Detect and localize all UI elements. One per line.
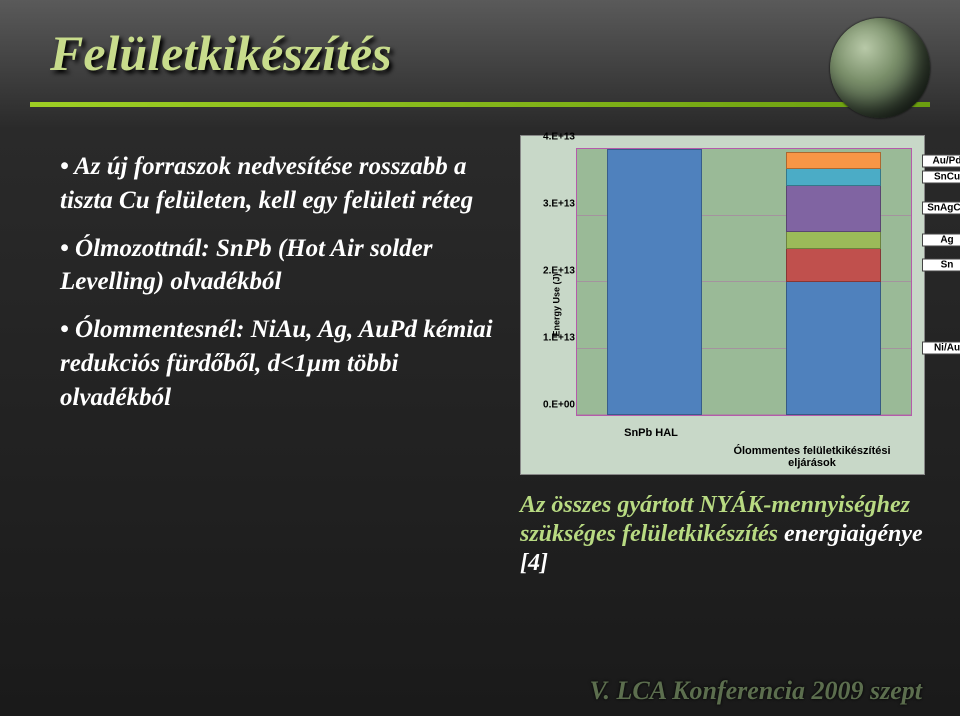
segment-label: Ni/Au — [922, 342, 960, 355]
stack-segment: Ni/Au — [786, 282, 881, 415]
stack-segment: Sn — [786, 249, 881, 282]
stack-segment: SnAgCu — [786, 186, 881, 233]
bullet-item: Ólmozottnál: SnPb (Hot Air solder Levell… — [60, 232, 510, 300]
chart-caption: Az összes gyártott NYÁK-mennyiséghez szü… — [520, 491, 925, 577]
segment-label: Au/Pd — [922, 154, 960, 167]
page-title: Felületkikészítés — [50, 24, 392, 82]
chart-plot-area: Ni/AuSnAgSnAgCuSnCuAu/Pd — [576, 148, 912, 416]
chart-x-cat2: Ólommentes felületkikészítési eljárások — [712, 445, 912, 469]
chart-y-ticks: 0.E+001.E+132.E+133.E+134.E+13 — [543, 148, 577, 416]
bullet-item: Ólommentesnél: NiAu, Ag, AuPd kémiai red… — [60, 313, 510, 414]
segment-label: Sn — [922, 258, 960, 271]
title-divider — [30, 102, 930, 107]
stack-segment: SnCu — [786, 169, 881, 186]
energy-chart: Energy Use (J) 0.E+001.E+132.E+133.E+134… — [520, 135, 925, 475]
bullet-item: Az új forraszok nedvesítése rosszabb a t… — [60, 150, 510, 218]
chart-x-cat1: SnPb HAL — [596, 427, 706, 439]
content-area: Az új forraszok nedvesítése rosszabb a t… — [60, 135, 930, 656]
segment-label: SnCu — [922, 170, 960, 183]
footer-text: V. LCA Konferencia 2009 szept — [589, 676, 922, 706]
stack-segment: Au/Pd — [786, 152, 881, 169]
bar-snpb-hal — [607, 149, 702, 415]
stack-segment: Ag — [786, 232, 881, 249]
sphere-ornament — [830, 18, 930, 118]
chart-column: Energy Use (J) 0.E+001.E+132.E+133.E+134… — [510, 135, 930, 656]
segment-label: Ag — [922, 233, 960, 246]
bullet-list: Az új forraszok nedvesítése rosszabb a t… — [60, 135, 510, 656]
segment-label: SnAgCu — [922, 202, 960, 215]
bar-leadfree-stack: Ni/AuSnAgSnAgCuSnCuAu/Pd — [786, 152, 881, 415]
